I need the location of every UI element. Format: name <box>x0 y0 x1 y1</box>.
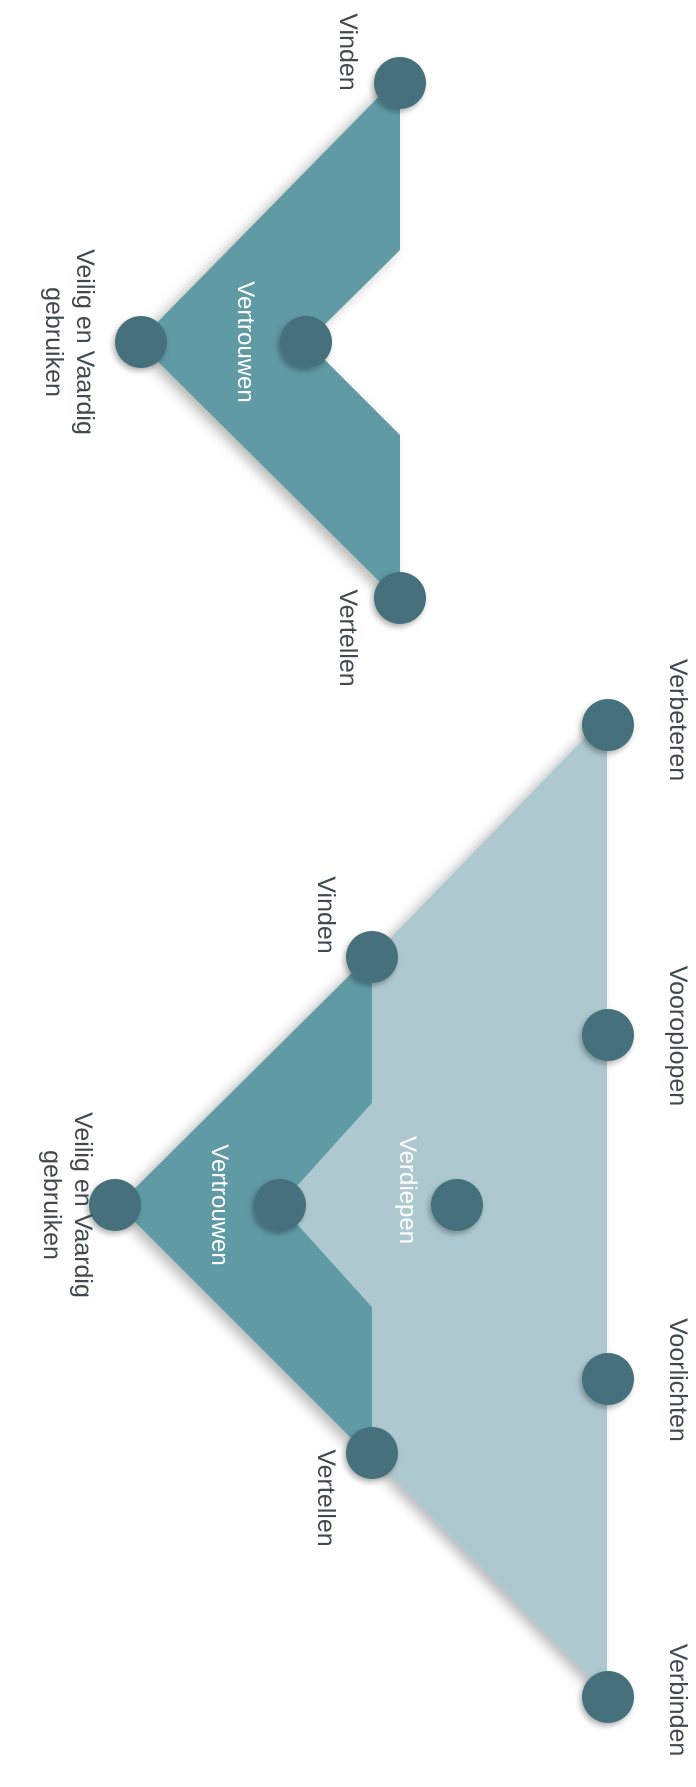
bottom-node-verdiepen-center <box>431 1179 483 1231</box>
top-node-vertrouwen-center <box>280 316 332 368</box>
bottom-node-veilig <box>89 1179 141 1231</box>
bottom-label-vinden: Vinden <box>312 876 340 953</box>
bottom-node-vooroplopen <box>582 1009 634 1061</box>
bottom-label-vooroplopen: Vooroplopen <box>664 966 692 1106</box>
bottom-shape-label-vertrouwen: Vertrouwen <box>206 1144 233 1265</box>
bottom-shape-label-verdiepen: Verdiepen <box>394 1136 421 1244</box>
top-label-veilig-line2: gebruiken <box>40 287 68 397</box>
top-diagram: Vinden Veilig en Vaardig gebruiken Verte… <box>40 13 426 687</box>
bottom-label-veilig-line2: gebruiken <box>38 1150 66 1260</box>
top-vertrouwen-shape <box>138 75 400 602</box>
bottom-node-vertellen <box>346 1427 398 1479</box>
top-shape-label-vertrouwen: Vertrouwen <box>232 281 259 402</box>
bottom-label-voorlichten: Voorlichten <box>664 1318 692 1442</box>
bottom-node-voorlichten <box>582 1353 634 1405</box>
bottom-label-verbeteren: Verbeteren <box>664 659 692 781</box>
top-node-veilig <box>115 316 167 368</box>
top-label-vertellen: Vertellen <box>334 589 362 686</box>
top-label-vinden: Vinden <box>334 13 362 90</box>
bottom-vertrouwen-shape <box>118 953 372 1459</box>
top-label-veilig-line1: Veilig en Vaardig <box>71 249 99 435</box>
bottom-label-vertellen: Vertellen <box>312 1449 340 1546</box>
bottom-diagram: Verbeteren Vinden Vooroplopen Veilig en … <box>38 659 692 1756</box>
bottom-node-verbeteren <box>582 699 634 751</box>
bottom-node-vertrouwen-center <box>254 1179 306 1231</box>
bottom-label-veilig-line1: Veilig en Vaardig <box>69 1112 97 1298</box>
top-node-vinden <box>374 57 426 109</box>
bottom-label-verbinden: Verbinden <box>664 1644 692 1757</box>
bottom-node-verbinden <box>582 1671 634 1723</box>
top-node-vertellen <box>374 572 426 624</box>
bottom-node-vinden <box>346 931 398 983</box>
